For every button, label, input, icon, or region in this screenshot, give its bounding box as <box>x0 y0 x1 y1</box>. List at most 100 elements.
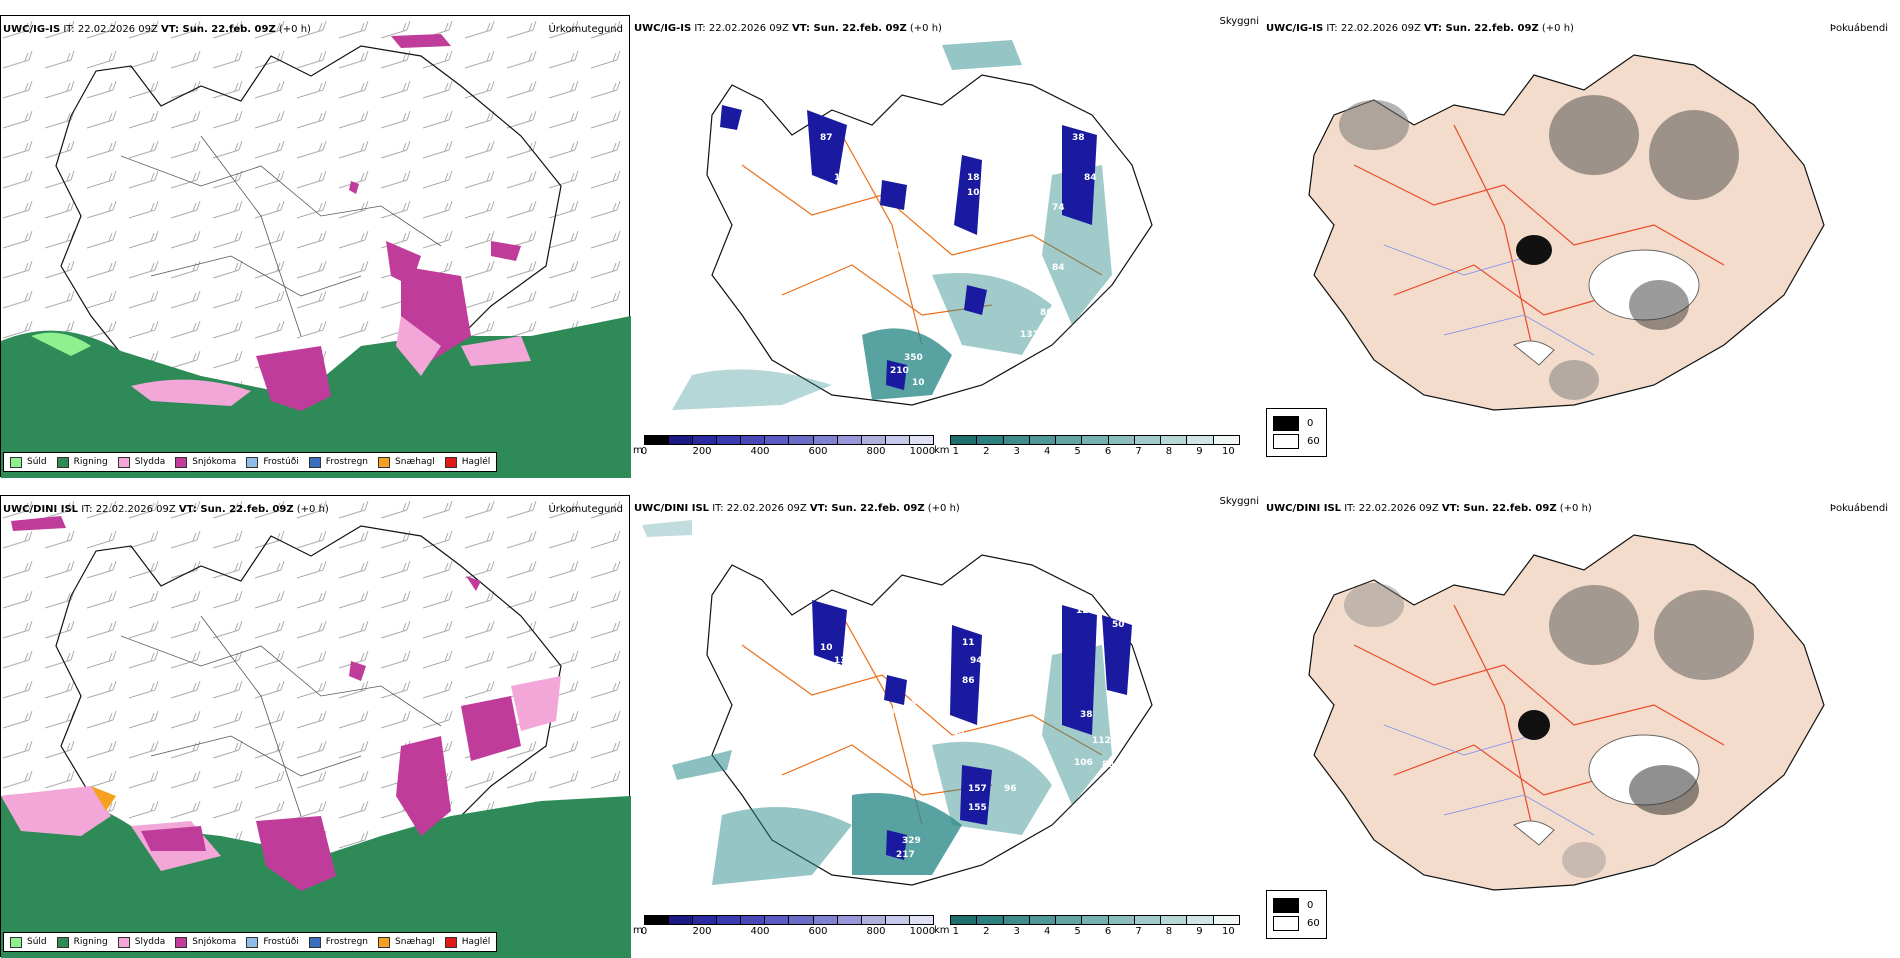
legend-item-freezing-rain: Frostregn <box>308 456 368 468</box>
cloud-label: 120 <box>1076 606 1095 616</box>
cloud-label: 350 <box>904 353 923 363</box>
cloud-label: 38 <box>1072 133 1085 143</box>
fog-legend-top: 0 60 <box>1266 408 1327 457</box>
panel-header: UWC/IG-IS IT: 22.02.2026 09Z VT: Sun. 22… <box>1266 23 1574 34</box>
panel-title: Þokuábendi <box>1829 23 1888 34</box>
cloud-base-colorbar: 0 200 400 600 800 1000 m <box>633 915 935 938</box>
cloud-tick: 400 <box>750 926 770 937</box>
cloud-label: 87 <box>820 133 833 143</box>
cloud-tick: 800 <box>866 926 886 937</box>
vis-tick: 9 <box>1196 926 1203 937</box>
fog-indicator-panel-bottom: UWC/DINI ISL IT: 22.02.2026 09Z VT: Sun.… <box>1264 495 1894 957</box>
vis-tick: 1 <box>952 926 959 937</box>
panel-title: Úrkomutegund <box>548 504 623 515</box>
legend-item-rain: Rigning <box>56 936 108 948</box>
vis-tick: 6 <box>1104 446 1112 457</box>
vis-tick: 2 <box>983 926 990 937</box>
cloud-label: 10 <box>912 378 925 388</box>
cloud-label: 18 <box>967 173 980 183</box>
cloud-label: 157 <box>968 784 987 794</box>
cloud-label: 95 <box>948 230 961 240</box>
cloud-visibility-panel-top: 87 107 127 18 103 38 84 95 74 18 13 74 8… <box>632 15 1262 477</box>
cloud-tick: 200 <box>692 446 712 457</box>
vis-tick: 5 <box>1074 446 1081 457</box>
cloud-visibility-panel-bottom: 120 50 10 133 11 94 86 99 75 9 17 99 38 … <box>632 495 1262 957</box>
vis-tick: 2 <box>983 446 990 457</box>
cloud-label: 38 <box>1080 710 1093 720</box>
cloud-label: 13 <box>1014 266 1027 276</box>
panel-header: UWC/DINI ISL IT: 22.02.2026 09Z VT: Sun.… <box>634 503 960 514</box>
vis-tick: 4 <box>1043 926 1051 937</box>
fog-map <box>1308 54 1825 411</box>
precip-map <box>1 16 631 478</box>
legend-item-freezing-drizzle: Frostúði <box>246 456 299 468</box>
vis-tick: 5 <box>1074 926 1081 937</box>
legend-item-snow-pellets: Snæhagl <box>378 936 435 948</box>
cloud-tick: 1000 <box>909 446 936 457</box>
precip-type-panel-bottom: UWC/DINI ISL IT: 22.02.2026 09Z VT: Sun.… <box>0 495 631 958</box>
cloud-label: 74 <box>890 246 903 256</box>
panel-header: UWC/IG-IS IT: 22.02.2026 09Z VT: Sun. 22… <box>3 24 311 35</box>
legend-item-drizzle: Súld <box>10 456 47 468</box>
vis-tick: 9 <box>1196 446 1203 457</box>
vis-unit: km <box>934 445 950 456</box>
precip-legend: Súld Rigning Slydda Snjókoma Frostúði Fr… <box>3 932 498 952</box>
cloud-label: 79 <box>1037 286 1050 296</box>
legend-item-freezing-rain: Frostregn <box>308 936 368 948</box>
legend-item-drizzle: Súld <box>10 936 47 948</box>
fog-map <box>1308 534 1825 891</box>
panel-header: UWC/IG-IS IT: 22.02.2026 09Z VT: Sun. 22… <box>634 23 942 34</box>
cloud-label: 132 <box>1020 330 1039 340</box>
cloud-label: 10 <box>820 643 833 653</box>
cloud-label: 99 <box>952 730 965 740</box>
cloud-label: 75 <box>890 708 903 718</box>
cloud-unit: m <box>633 445 643 456</box>
cloud-label: 50 <box>1112 620 1125 630</box>
cloud-label: 127 <box>835 188 854 198</box>
cloud-label: 96 <box>1004 784 1017 794</box>
cloud-label: 18 <box>940 266 953 276</box>
precip-type-panel-top: UWC/IG-IS IT: 22.02.2026 09Z VT: Sun. 22… <box>0 15 631 478</box>
cloud-tick: 600 <box>808 446 828 457</box>
cloud-label: 133 <box>834 656 853 666</box>
cloud-base-colorbar-swatches <box>644 435 934 445</box>
legend-item-sleet: Slydda <box>117 936 165 948</box>
legend-item-snow: Snjókoma <box>175 456 236 468</box>
cloud-label: 155 <box>968 803 987 813</box>
cloud-tick: 0 <box>640 446 648 457</box>
cloud-base-colorbar: 0 200 400 600 800 1000 m <box>633 435 936 458</box>
visibility-colorbar-swatches <box>950 435 1240 445</box>
cloud-label: 103 <box>967 188 986 198</box>
cloud-label: 106 <box>1074 758 1093 768</box>
panel-header: UWC/DINI ISL IT: 22.02.2026 09Z VT: Sun.… <box>3 504 329 515</box>
legend-item-freezing-drizzle: Frostúði <box>246 936 299 948</box>
legend-item-hail: Haglél <box>444 936 490 948</box>
vis-tick: 3 <box>1013 926 1020 937</box>
visibility-colorbar: 1 2 3 4 5 6 7 8 9 10 km <box>934 915 1240 938</box>
cloud-label: 85 <box>1102 760 1115 770</box>
cloud-label: 11 <box>962 638 975 648</box>
vis-tick: 7 <box>1135 926 1142 937</box>
vis-tick: 1 <box>952 446 959 457</box>
cloud-label: 86 <box>1040 308 1053 318</box>
legend-item-hail: Haglél <box>444 456 490 468</box>
panel-header: UWC/DINI ISL IT: 22.02.2026 09Z VT: Sun.… <box>1266 503 1592 514</box>
panel-title: Úrkomutegund <box>548 24 623 35</box>
panel-title: Skyggni <box>1219 496 1259 507</box>
cloud-label: 94 <box>970 656 983 666</box>
cloud-label: 74 <box>1052 203 1065 213</box>
cloud-tick: 0 <box>640 926 648 937</box>
vis-tick: 8 <box>1165 926 1173 937</box>
cloud-unit: m <box>633 925 643 936</box>
fog-legend-bottom: 0 60 <box>1266 890 1327 939</box>
vis-tick: 7 <box>1135 446 1142 457</box>
cloud-label: 9 <box>910 700 916 710</box>
cloud-tick: 200 <box>692 926 712 937</box>
cloud-label: 99 <box>937 698 950 708</box>
cloud-label: 217 <box>896 850 915 860</box>
cloud-label: 107 <box>834 173 853 183</box>
cloud-tick: 400 <box>750 446 770 457</box>
cloud-map: 87 107 127 18 103 38 84 95 74 18 13 74 8… <box>672 40 1153 410</box>
cloud-label: 84 <box>1052 263 1065 273</box>
